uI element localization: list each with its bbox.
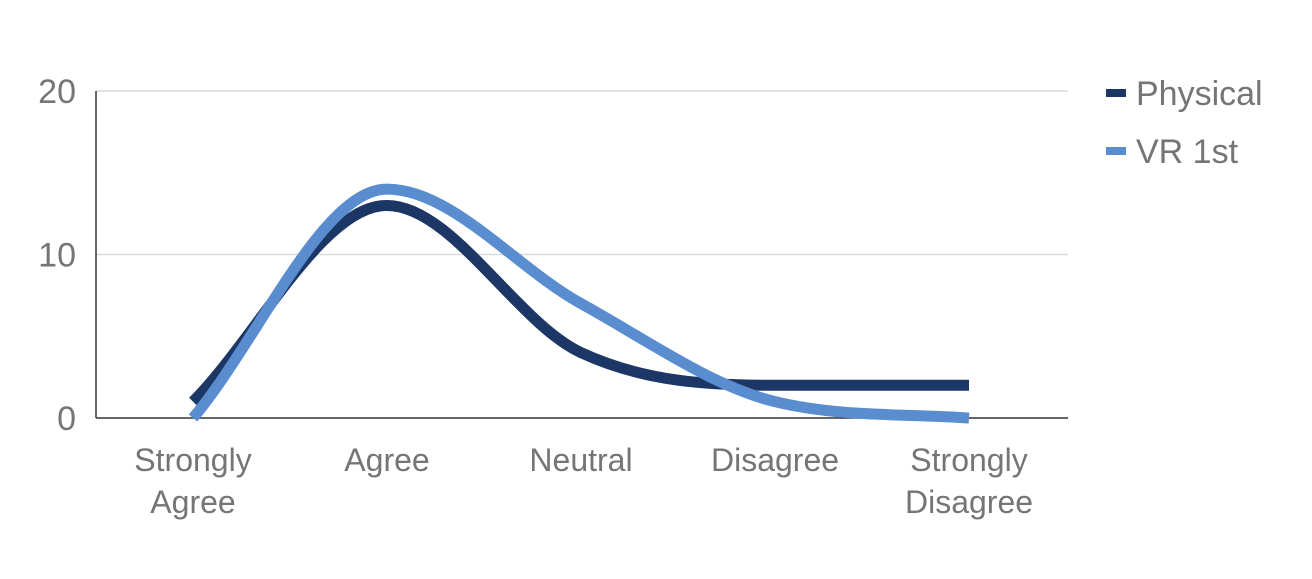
legend-item-vr-1st[interactable]: VR 1st [1106,133,1239,171]
x-tick-label: Strongly Agree [134,442,251,520]
gridlines [96,90,1068,256]
y-tick-labels: 0 10 20 [38,73,76,438]
legend[interactable]: Physical VR 1st [1106,75,1263,171]
legend-swatch [1106,147,1126,155]
y-tick-label: 10 [38,237,76,275]
x-tick-label: Agree [344,442,429,478]
legend-label: Physical [1136,75,1263,113]
y-tick-label: 20 [38,73,76,111]
y-tick-label: 0 [57,400,76,438]
legend-label: VR 1st [1136,133,1239,171]
x-tick-label: Disagree [711,442,839,478]
series-lines [188,183,970,424]
x-tick-label: Neutral [529,442,632,478]
legend-swatch [1106,89,1126,97]
series-line-vr-1st [188,183,970,424]
x-tick-label: Strongly Disagree [905,442,1033,520]
x-tick-labels: Strongly Agree Agree Neutral Disagree Strongl… [134,442,1033,520]
legend-item-physical[interactable]: Physical [1106,75,1263,113]
